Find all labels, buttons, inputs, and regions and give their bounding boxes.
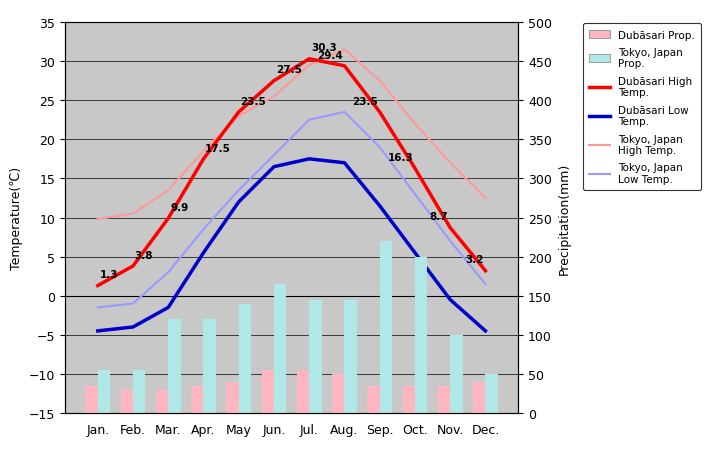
Bar <box>98 370 110 413</box>
Bar <box>473 382 485 413</box>
Legend: Dubāsari Prop., Tokyo, Japan
Prop., Dubāsari High
Temp., Dubāsari Low
Temp., Tok: Dubāsari Prop., Tokyo, Japan Prop., Dubā… <box>582 24 701 191</box>
Y-axis label: Precipitation(mm): Precipitation(mm) <box>558 162 571 274</box>
Text: 1.3: 1.3 <box>99 270 118 280</box>
Bar <box>261 370 274 413</box>
Text: 17.5: 17.5 <box>205 143 231 153</box>
Bar <box>204 319 216 413</box>
Bar <box>297 370 309 413</box>
Text: 30.3: 30.3 <box>311 44 337 53</box>
Bar <box>121 390 133 413</box>
Text: 29.4: 29.4 <box>317 50 343 61</box>
Bar <box>191 386 204 413</box>
Bar <box>156 390 168 413</box>
Text: 23.5: 23.5 <box>240 96 266 106</box>
Text: 8.7: 8.7 <box>430 212 449 222</box>
Bar <box>485 374 498 413</box>
Y-axis label: Temperature(℃): Temperature(℃) <box>10 167 23 269</box>
Text: 3.8: 3.8 <box>135 250 153 260</box>
Bar <box>438 386 450 413</box>
Bar <box>309 300 322 413</box>
Bar <box>379 241 392 413</box>
Text: 16.3: 16.3 <box>387 153 413 162</box>
Bar <box>402 386 415 413</box>
Bar <box>450 335 462 413</box>
Bar <box>332 374 344 413</box>
Text: 23.5: 23.5 <box>352 96 378 106</box>
Bar <box>274 284 287 413</box>
Bar <box>367 386 379 413</box>
Bar <box>239 304 251 413</box>
Bar <box>86 386 98 413</box>
Bar <box>226 382 239 413</box>
Bar <box>168 319 181 413</box>
Text: 9.9: 9.9 <box>170 202 188 213</box>
Bar <box>344 300 357 413</box>
Text: 27.5: 27.5 <box>276 65 302 75</box>
Bar <box>133 370 145 413</box>
Bar <box>415 257 427 413</box>
Text: 3.2: 3.2 <box>465 255 484 265</box>
